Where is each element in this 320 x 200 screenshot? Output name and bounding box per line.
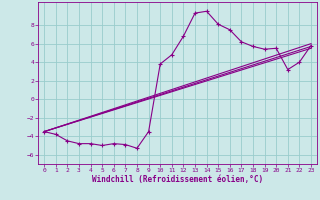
X-axis label: Windchill (Refroidissement éolien,°C): Windchill (Refroidissement éolien,°C) — [92, 175, 263, 184]
